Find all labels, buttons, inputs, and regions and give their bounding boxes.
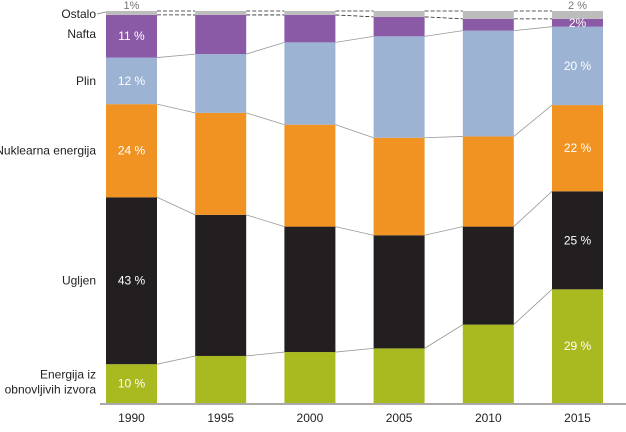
data-label: 10 %: [118, 377, 146, 391]
bar-segment-1995-2: [195, 113, 246, 215]
x-tick-label-2005: 2005: [386, 411, 413, 425]
connector-line: [514, 27, 552, 31]
x-tick-label-2010: 2010: [475, 411, 502, 425]
bar-segment-2000-1: [284, 227, 335, 352]
data-label: 11 %: [118, 29, 145, 43]
connector-line: [335, 227, 373, 236]
bar-segment-2010-4: [463, 19, 514, 31]
bar-segment-2005-2: [374, 138, 425, 236]
series-label: obnovljivih izvora: [5, 383, 97, 397]
connector-line: [246, 352, 284, 356]
leader-line: [97, 12, 106, 14]
bar-segment-1995-3: [195, 54, 246, 113]
bar-segment-2010-5: [463, 11, 514, 19]
data-label: 22 %: [564, 141, 592, 155]
bar-segment-2005-5: [374, 11, 425, 17]
data-label: 43 %: [118, 274, 146, 288]
connector-line: [157, 54, 195, 57]
connector-line: [246, 215, 284, 227]
connector-line: [335, 348, 373, 352]
bar-segment-2000-5: [284, 11, 335, 15]
connector-line: [335, 36, 373, 42]
connector-line: [514, 105, 552, 136]
bar-segment-2005-3: [374, 36, 425, 137]
x-tick-label-2000: 2000: [297, 411, 324, 425]
bar-segment-2000-4: [284, 15, 335, 42]
connector-line: [425, 17, 463, 19]
x-tick-labels: 1990 1995 2000 2005 2010 2015: [118, 411, 591, 425]
data-label: 20 %: [564, 59, 592, 73]
x-tick-label-1995: 1995: [207, 411, 234, 425]
connector-line: [246, 113, 284, 125]
bar-segment-2010-3: [463, 31, 514, 137]
data-label: 12 %: [118, 74, 146, 88]
bar-segment-2000-0: [284, 352, 335, 403]
bar-segment-2010-1: [463, 227, 514, 325]
data-label: 25 %: [564, 233, 592, 247]
series-label: Energija iz: [40, 368, 96, 382]
connector-line: [157, 197, 195, 215]
connector-line: [157, 104, 195, 113]
series-label: Ugljen: [62, 274, 96, 288]
data-labels: 10 % 43 % 24 % 12 % 11 % 1% 29 % 25 % 22 % 20 % 2%…: [118, 0, 592, 391]
bar-segment-2000-2: [284, 125, 335, 227]
connector-line: [425, 227, 463, 236]
bar-segment-2000-3: [284, 42, 335, 124]
series-label: Nuklearna energija: [0, 144, 96, 158]
bar-segment-2005-4: [374, 17, 425, 37]
data-label: 24 %: [118, 144, 146, 158]
bar-segment-1995-1: [195, 215, 246, 356]
x-tick-label-1990: 1990: [118, 411, 145, 425]
bars: [106, 11, 603, 403]
data-label: 1%: [124, 0, 140, 12]
bar-segment-2005-1: [374, 235, 425, 348]
series-label: Plin: [76, 74, 96, 88]
connector-line: [425, 136, 463, 137]
x-tick-label-2015: 2015: [564, 411, 591, 425]
bar-segment-2010-0: [463, 325, 514, 403]
connector-line: [246, 42, 284, 54]
connector-line: [157, 356, 195, 364]
series-label: Nafta: [67, 27, 96, 41]
connector-line: [335, 125, 373, 138]
data-label: 2%: [569, 16, 587, 30]
bar-segment-2005-0: [374, 348, 425, 403]
bar-segment-2010-2: [463, 136, 514, 226]
connector-line: [514, 191, 552, 226]
data-label: 2 %: [568, 0, 587, 12]
connector-line: [514, 289, 552, 324]
bar-segment-1995-0: [195, 356, 246, 403]
series-label: Ostalo: [61, 7, 96, 21]
bar-segment-1995-5: [195, 11, 246, 15]
connector-line: [335, 15, 373, 17]
data-label: 29 %: [564, 339, 592, 353]
connector-line: [425, 31, 463, 37]
bar-segment-1995-4: [195, 15, 246, 54]
connector-line: [425, 325, 463, 349]
